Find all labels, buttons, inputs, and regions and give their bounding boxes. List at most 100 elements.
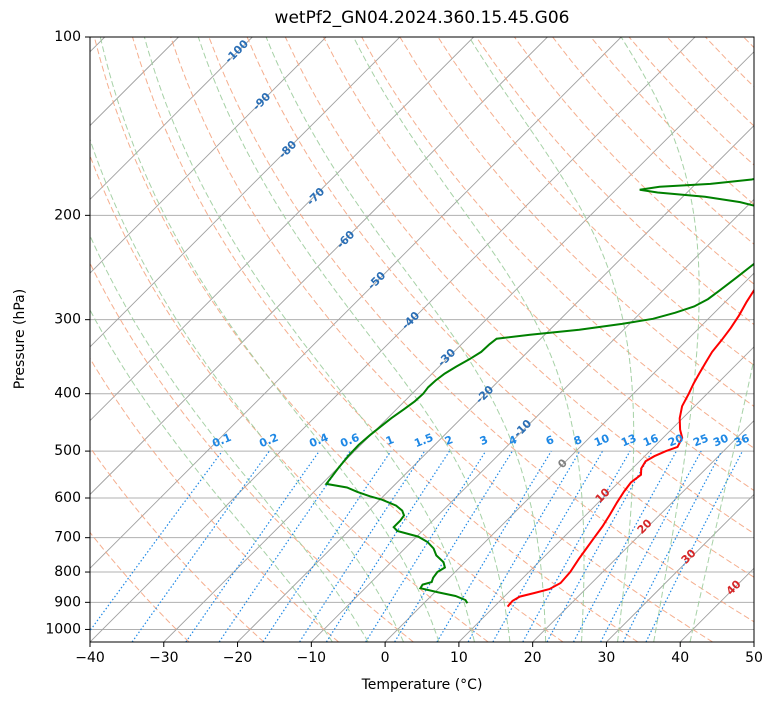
dry-adiabat-line xyxy=(361,37,754,449)
y-tick-label: 300 xyxy=(54,312,81,328)
mixing-ratio-label: 0.4 xyxy=(307,431,330,450)
dry-adiabat-line xyxy=(246,37,754,578)
mixing-ratio-label: 0.1 xyxy=(210,431,233,450)
y-tick-label: 100 xyxy=(54,29,81,45)
mixing-ratio-line xyxy=(90,450,223,632)
dry-adiabat-line xyxy=(399,37,754,408)
dry-adiabat-line xyxy=(170,37,713,642)
y-tick-label: 700 xyxy=(54,530,81,546)
isotherm-label: -40 xyxy=(399,309,422,332)
moist-adiabat-line xyxy=(90,137,405,642)
mixing-ratio-line xyxy=(218,450,351,642)
dry-adiabat-line xyxy=(93,37,564,642)
dry-adiabat-line xyxy=(90,531,190,642)
isotherm-line xyxy=(90,37,401,348)
isotherm-label: -100 xyxy=(222,37,251,66)
isotherm-line xyxy=(90,37,253,200)
dry-adiabat-line xyxy=(628,37,754,166)
dry-adiabat-line xyxy=(590,37,754,206)
mixing-ratio-label: 2 xyxy=(443,433,455,448)
y-tick-label: 400 xyxy=(54,386,81,402)
isotherm-line xyxy=(458,346,754,642)
chart-title: wetPf2_GN04.2024.360.15.45.G06 xyxy=(274,8,570,28)
mixing-ratio-line xyxy=(600,450,702,642)
moist-adiabat-line xyxy=(90,234,369,642)
dry-adiabat-line xyxy=(437,37,754,366)
x-tick-label: −10 xyxy=(297,650,327,666)
mixing-ratio-label: 20 xyxy=(666,432,685,450)
mixing-ratio-label: 1 xyxy=(384,433,396,448)
y-tick-label: 900 xyxy=(54,594,81,610)
y-tick-label: 200 xyxy=(54,207,81,223)
moist-adiabat-line xyxy=(620,37,700,642)
mixing-ratio-label: 16 xyxy=(641,432,660,450)
mixing-ratio-line xyxy=(299,450,426,642)
mixing-ratio-line xyxy=(522,450,631,642)
mixing-ratio-line xyxy=(546,450,653,642)
moist-adiabat-line xyxy=(99,37,440,642)
x-tick-label: 0 xyxy=(381,650,390,666)
isotherm-line xyxy=(90,37,179,127)
x-tick-label: 20 xyxy=(524,650,542,666)
isotherm-line xyxy=(532,420,754,642)
mixing-ratio-line xyxy=(436,450,552,642)
mixing-ratio-line xyxy=(492,450,604,642)
isotherm-label: -70 xyxy=(304,185,327,208)
y-tick-label: 800 xyxy=(54,564,81,580)
dry-adiabat-line xyxy=(90,446,265,642)
mixing-ratio-label: 0.2 xyxy=(257,431,280,450)
isotherm-line xyxy=(90,37,548,496)
x-tick-label: 10 xyxy=(450,650,468,666)
mixing-ratio-line xyxy=(645,450,744,642)
isotherm-line xyxy=(237,124,754,642)
mixing-ratio-label: 10 xyxy=(592,432,611,450)
x-tick-label: −20 xyxy=(223,650,253,666)
dry-adiabat-line xyxy=(705,37,754,88)
mixing-ratio-line xyxy=(572,450,677,642)
mixing-ratio-label: 13 xyxy=(619,432,638,450)
isotherm-line xyxy=(90,37,106,53)
temperature-trace xyxy=(506,288,754,608)
moist-adiabat-line xyxy=(197,37,511,642)
x-tick-label: 40 xyxy=(671,650,689,666)
dry-adiabat-line xyxy=(208,37,754,623)
dry-adiabat-line xyxy=(90,154,489,642)
mixing-ratio-label: 25 xyxy=(691,432,710,450)
isotherm-label: -30 xyxy=(435,346,458,369)
isotherm-line xyxy=(0,37,31,642)
x-tick-label: 50 xyxy=(745,650,763,666)
plot-frame xyxy=(89,36,755,643)
mixing-ratio-label: 8 xyxy=(572,433,584,448)
dry-adiabat-label: 40 xyxy=(724,577,744,597)
dry-adiabat-line xyxy=(513,37,754,285)
isotherm-line xyxy=(384,272,754,642)
mixing-ratio-label: 3 xyxy=(478,433,490,448)
dry-adiabat-label: 20 xyxy=(635,516,655,536)
isotherm-line xyxy=(679,567,754,642)
mixing-ratio-line xyxy=(394,450,513,642)
dry-adiabat-line xyxy=(743,37,754,49)
x-tick-label: −30 xyxy=(149,650,179,666)
mixing-ratio-line xyxy=(325,450,450,642)
mixing-ratio-line xyxy=(365,450,487,642)
isotherm-label: -60 xyxy=(334,228,357,251)
isotherm-line xyxy=(90,37,622,569)
isotherm-line xyxy=(606,493,754,642)
isotherm-line xyxy=(90,37,327,274)
isotherm-label: -50 xyxy=(365,269,388,292)
x-tick-label: −40 xyxy=(75,650,105,666)
moist-adiabat-line xyxy=(143,37,475,642)
isotherm-line xyxy=(311,198,754,642)
dewpoint-trace xyxy=(324,177,754,604)
moist-adiabat-line xyxy=(265,37,547,642)
dry-adiabat-label: 30 xyxy=(679,546,699,566)
mixing-ratio-label: 6 xyxy=(544,433,556,448)
isotherm-line xyxy=(90,37,474,422)
mixing-ratio-label: 30 xyxy=(711,432,730,450)
x-tick-label: 30 xyxy=(598,650,616,666)
x-axis-label: Temperature (°C) xyxy=(361,677,483,693)
mixing-ratio-line xyxy=(622,450,723,642)
y-tick-label: 1000 xyxy=(45,621,81,637)
dry-adiabat-line xyxy=(552,37,754,245)
